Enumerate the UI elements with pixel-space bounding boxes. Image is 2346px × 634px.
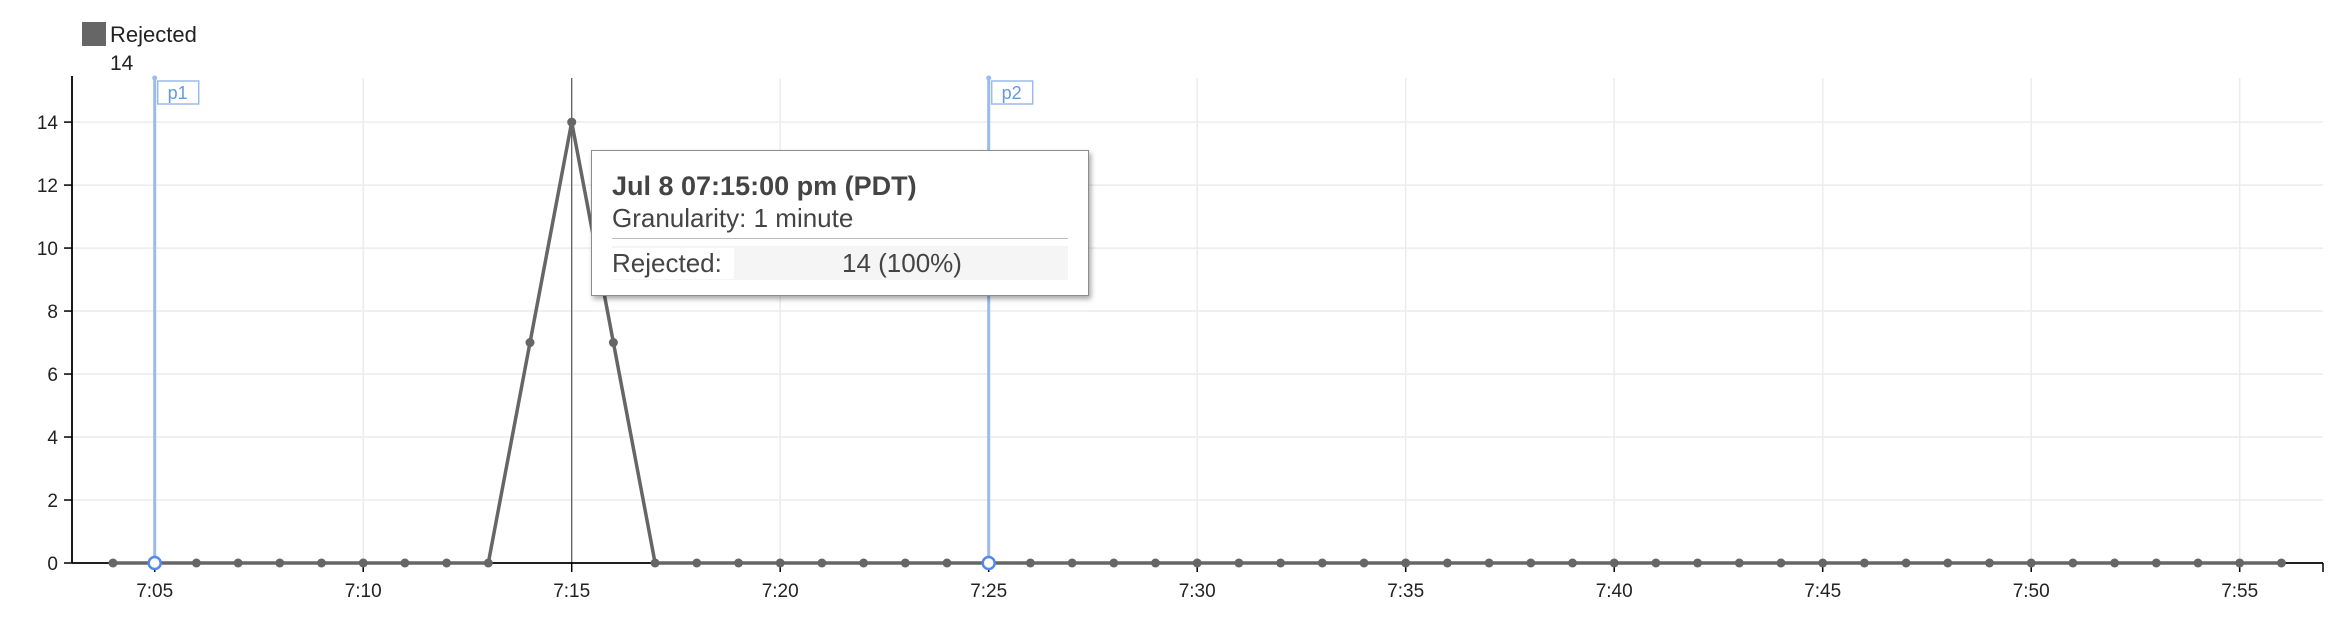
tooltip-series-value: 14 (100%) [842,248,962,278]
x-tick-label: 7:20 [762,581,799,602]
y-tick-label: 12 [37,176,58,197]
data-point [1985,558,1994,568]
data-point [400,558,410,568]
data-point [1151,558,1160,568]
data-point [1609,558,1619,568]
data-point [608,338,618,348]
x-tick-label: 7:55 [2221,581,2258,602]
x-tick-label: 7:40 [1596,581,1633,602]
marker-label-p2[interactable]: p2 [1002,83,1022,103]
data-point [692,558,702,568]
data-point [1442,558,1452,568]
data-point [1067,558,1077,568]
x-tick-label: 7:30 [1179,581,1216,602]
axes: 0 2 4 6 8 10 12 14 7:05 7:10 7:15 7:20 7:25 7:30 7:35 7… [37,76,2324,602]
data-point [1818,558,1828,568]
marker-label-box-p2[interactable] [990,80,1034,105]
data-point [1109,558,1119,568]
data-point [1401,558,1411,568]
y-tick-label: 8 [47,302,58,323]
data-point [191,558,201,568]
tooltip-series-row: Rejected: 14 (100%) [612,246,1068,280]
data-point [2068,558,2078,568]
data-point [900,558,910,568]
data-point [108,558,118,568]
series-rejected [108,117,2286,568]
legend-swatch-rejected[interactable] [82,22,106,46]
x-tick-label: 7:15 [553,581,590,602]
data-point [567,117,577,127]
marker-handle-p2[interactable] [986,75,992,81]
legend-series-name[interactable]: Rejected [110,22,197,47]
data-point [525,338,535,348]
hover-tooltip: Jul 8 07:15:00 pm (PDT) Granularity: 1 m… [591,150,1089,296]
data-point [2235,558,2245,568]
tooltip-granularity: Granularity: 1 minute [612,203,854,233]
x-tick-label: 7:50 [2013,581,2050,602]
tooltip-series-label: Rejected: [612,248,734,279]
data-point [775,558,785,568]
data-point [2151,558,2161,568]
grid-lines [72,78,2323,563]
data-point [1693,558,1703,568]
x-tick-label: 7:05 [136,581,173,602]
marker-handle-p1[interactable] [152,75,158,81]
data-point [2026,558,2036,568]
data-point [942,558,952,568]
data-point [317,558,326,568]
data-point [442,558,452,568]
y-tick-label: 14 [37,113,59,134]
data-point [734,558,743,568]
x-tick-label: 7:10 [345,581,382,602]
data-point [1025,558,1035,568]
x-tick-label: 7:25 [970,581,1007,602]
data-point [1276,558,1286,568]
tooltip-timestamp: Jul 8 07:15:00 pm (PDT) [612,171,917,201]
data-point [275,558,285,568]
data-point [483,558,493,568]
data-point [1776,558,1786,568]
y-tick-label: 6 [47,365,58,386]
data-point [2276,558,2286,568]
data-point [233,558,243,568]
marker-anchor-p1[interactable] [147,555,162,571]
y-tick-label: 10 [37,239,58,260]
data-point [1901,558,1911,568]
data-point [1651,558,1661,568]
data-point [2110,558,2120,568]
y-tick-label: 4 [47,428,58,449]
data-point [1359,558,1369,568]
data-point [1859,558,1869,568]
data-point [1234,558,1244,568]
data-point [1526,558,1536,568]
marker-label-box-p1[interactable] [156,80,200,105]
data-point [1317,558,1327,568]
data-point [1568,558,1577,568]
marker-label-p1[interactable]: p1 [168,83,188,103]
data-point [1734,558,1744,568]
data-point [1192,558,1202,568]
x-tick-label: 7:45 [1804,581,1841,602]
tooltip-divider [612,238,1068,239]
y-tick-label: 2 [47,491,58,512]
data-point [650,558,660,568]
data-point [1484,558,1494,568]
y-tick-label: 0 [47,554,58,575]
marker-anchor-p2[interactable] [981,555,996,571]
data-point [859,558,869,568]
x-tick-label: 7:35 [1387,581,1424,602]
data-point [1943,558,1953,568]
data-point [817,558,827,568]
data-point [358,558,368,568]
legend-series-value: 14 [110,52,134,75]
data-point [2193,558,2203,568]
